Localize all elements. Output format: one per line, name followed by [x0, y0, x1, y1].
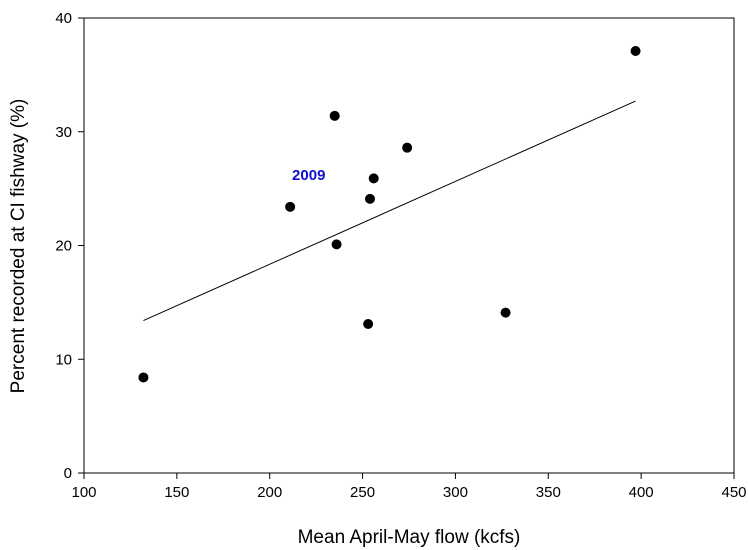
data-point [363, 318, 374, 329]
x-axis-ticks: 100 150 200 250 300 350 400 450 [71, 473, 747, 501]
x-tick-label: 100 [71, 484, 96, 501]
x-tick-label: 250 [350, 484, 375, 501]
y-tick-label: 40 [55, 10, 72, 27]
x-tick-label: 150 [164, 484, 189, 501]
x-tick-label: 400 [629, 484, 654, 501]
trendline-group [143, 100, 636, 322]
y-axis-ticks: 0 10 20 30 40 [55, 10, 84, 482]
data-point [329, 110, 340, 121]
data-point [285, 201, 296, 212]
regression-line [143, 100, 636, 322]
annotations: 2009 [292, 167, 325, 184]
data-point [500, 307, 511, 318]
data-point [402, 142, 413, 153]
data-point [138, 372, 149, 383]
y-tick-label: 10 [55, 351, 72, 368]
annotation-label: 2009 [292, 167, 325, 184]
y-tick-label: 20 [55, 238, 72, 255]
data-point [630, 45, 641, 56]
x-tick-label: 350 [536, 484, 561, 501]
y-tick-label: 30 [55, 124, 72, 141]
plot-frame [83, 17, 735, 474]
x-axis-title: Mean April-May flow (kcfs) [298, 527, 521, 548]
data-point [368, 173, 379, 184]
data-point [331, 239, 342, 250]
x-tick-label: 300 [443, 484, 468, 501]
data-points [138, 45, 641, 383]
y-axis-title: Percent recorded at CI fishway (%) [8, 99, 29, 394]
data-point [365, 193, 375, 204]
y-tick-label: 0 [64, 465, 72, 482]
x-tick-label: 450 [721, 484, 746, 501]
x-tick-label: 200 [257, 484, 282, 501]
